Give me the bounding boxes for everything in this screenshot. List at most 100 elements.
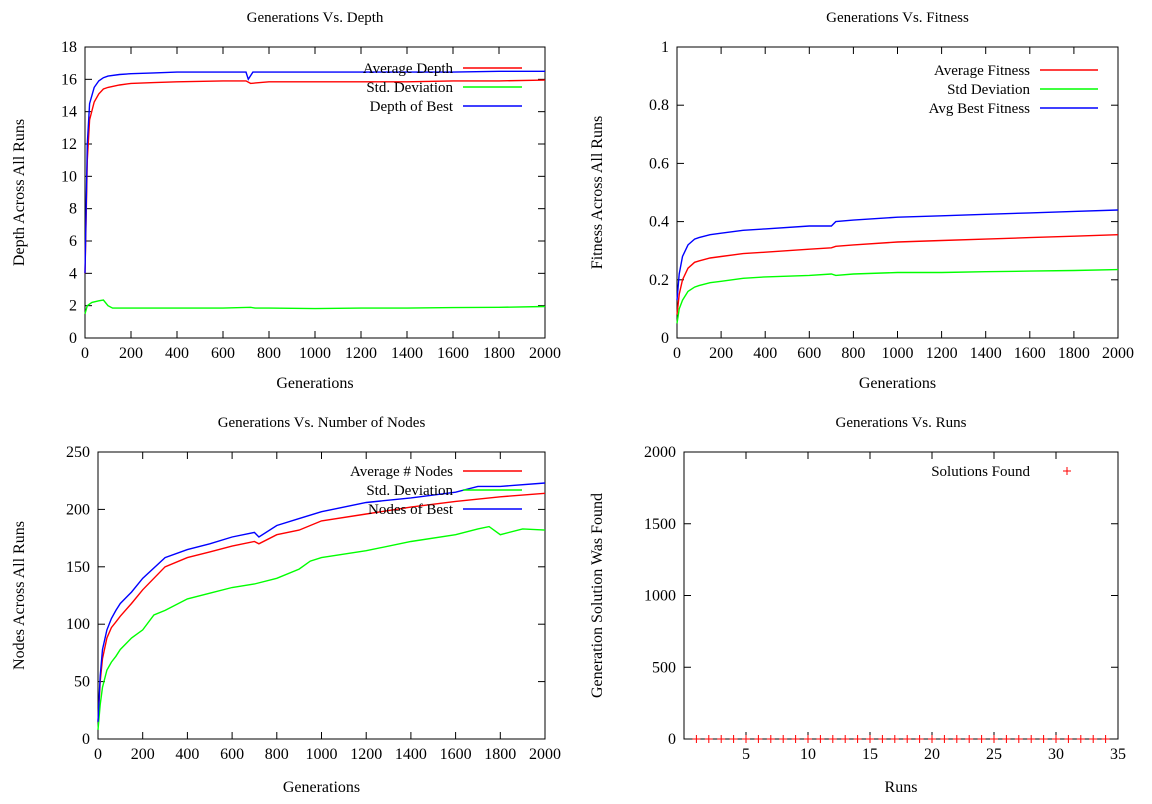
y-tick-label: 12 [61,136,77,153]
x-tick-label: 2000 [529,345,561,362]
data-point [841,735,850,743]
x-tick-label: 5 [742,746,750,763]
data-point [729,735,738,743]
x-tick-label: 400 [753,345,777,362]
y-tick-label: 10 [61,168,77,185]
data-point [1014,735,1023,743]
y-tick-label: 1000 [644,588,676,605]
chart-title: Generations Vs. Fitness [826,10,969,26]
x-tick-label: 200 [119,345,143,362]
x-tick-label: 400 [175,746,199,763]
x-tick-label: 10 [800,746,816,763]
x-tick-label: 1000 [882,345,914,362]
legend-label: Depth of Best [370,99,454,115]
series-line-1 [84,79,546,274]
series-line-3 [84,70,545,274]
legend-label: Solutions Found [931,464,1030,480]
chart-1: Generations Vs. Depth 0 200 400 600 800 1000 12… [11,10,561,392]
y-tick-label: 0 [661,330,669,347]
data-point [866,735,874,743]
series-line-2 [84,299,546,314]
y-axis-label: Fitness Across All Runs [589,116,606,269]
x-tick-label: 1000 [306,746,338,763]
data-point [878,735,887,743]
x-tick-label: 800 [257,345,281,362]
x-tick-label: 1600 [437,345,469,362]
data-point [1027,735,1036,743]
y-tick-label: 16 [61,71,77,88]
x-axis-label: Generations [283,779,360,796]
x-tick-label: 1800 [484,746,516,763]
data-point [779,735,788,743]
series-line-3 [97,482,546,722]
x-tick-label: 1600 [440,746,472,763]
x-tick-label: 35 [1110,746,1126,763]
y-tick-label: 250 [66,444,90,461]
plot-frame [97,451,546,740]
data-point [1076,735,1085,743]
y-axis-label: Generation Solution Was Found [589,493,606,698]
x-tick-label: 20 [924,746,940,763]
x-tick-label: 1200 [350,746,382,763]
legend-label: Average Fitness [934,63,1030,79]
x-tick-label: 200 [131,746,155,763]
legend-label: Average # Nodes [350,464,453,480]
data-point [1002,735,1011,743]
data-point [940,735,949,743]
y-axis-label: Depth Across All Runs [11,119,28,266]
legend-marker [1063,467,1071,475]
x-tick-label: 1200 [345,345,377,362]
x-tick-label: 1600 [1014,345,1046,362]
chart-title: Generations Vs. Depth [247,10,384,26]
series-line-1 [97,492,546,722]
y-tick-label: 0.8 [649,97,669,114]
data-point [717,735,726,743]
data-point [915,735,924,743]
x-tick-label: 1400 [395,746,427,763]
y-tick-label: 6 [69,233,77,250]
data-point [704,735,713,743]
y-tick-label: 50 [74,674,90,691]
x-tick-label: 1400 [970,345,1002,362]
y-tick-label: 0.4 [649,214,669,231]
y-tick-label: 500 [652,659,676,676]
x-axis-label: Generations [859,375,936,392]
data-point [742,735,750,743]
data-point [890,735,899,743]
data-point [1052,735,1060,743]
x-tick-label: 1200 [926,345,958,362]
chart-title: Generations Vs. Runs [836,415,967,431]
legend-label: Std Deviation [947,82,1030,98]
chart-4: Generations Vs. Runs 5 10 15 20 25 30 35 0 500 100… [589,415,1126,796]
plot-frame [84,46,546,339]
x-tick-label: 0 [94,746,102,763]
y-tick-label: 14 [61,104,77,121]
data-point [816,735,825,743]
data-point [990,735,998,743]
y-tick-label: 1500 [644,516,676,533]
y-tick-label: 2000 [644,444,676,461]
legend-label: Avg Best Fitness [929,101,1031,117]
data-point [977,735,986,743]
y-tick-label: 0.2 [649,272,669,289]
x-tick-label: 2000 [529,746,561,763]
y-tick-label: 150 [66,559,90,576]
data-point [928,735,936,743]
x-tick-label: 400 [165,345,189,362]
y-tick-label: 0 [82,731,90,748]
data-point [952,735,961,743]
x-tick-label: 1000 [299,345,331,362]
x-axis-label: Generations [276,375,353,392]
y-tick-label: 0 [69,330,77,347]
data-point [1089,735,1098,743]
x-tick-label: 1800 [483,345,515,362]
chart-title: Generations Vs. Number of Nodes [218,415,426,431]
plot-frame [676,46,1119,339]
data-point [692,735,701,743]
y-axis-label: Nodes Across All Runs [11,521,28,670]
x-tick-label: 30 [1048,746,1064,763]
x-tick-label: 800 [265,746,289,763]
y-tick-label: 200 [66,501,90,518]
